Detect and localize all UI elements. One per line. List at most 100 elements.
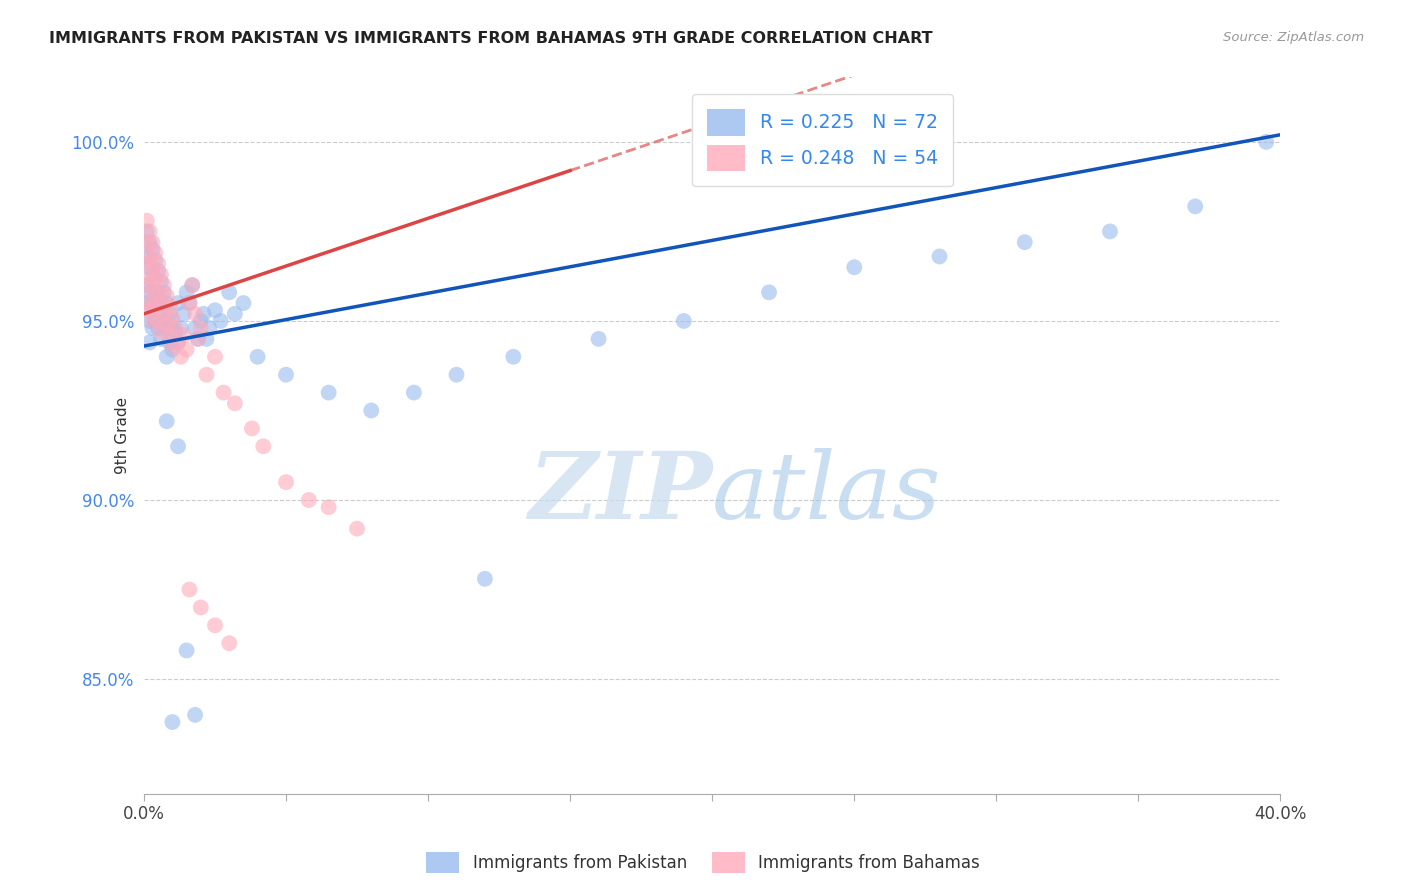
Point: [156, 350, 179, 364]
Point: [135, 213, 157, 227]
Point: [141, 235, 163, 249]
Point: [135, 278, 157, 293]
Point: [318, 385, 340, 400]
Text: ZIP: ZIP: [529, 448, 713, 538]
Point: [176, 285, 198, 300]
Point: [165, 325, 187, 339]
Point: [138, 314, 160, 328]
Point: [218, 285, 240, 300]
Point: [138, 296, 160, 310]
Y-axis label: 9th Grade: 9th Grade: [115, 397, 131, 475]
Point: [198, 321, 221, 335]
Point: [224, 307, 246, 321]
Point: [240, 421, 263, 435]
Point: [474, 572, 496, 586]
Point: [135, 224, 157, 238]
Point: [143, 246, 166, 260]
Point: [252, 439, 274, 453]
Point: [446, 368, 468, 382]
Point: [274, 475, 297, 489]
Point: [402, 385, 425, 400]
Point: [179, 296, 201, 310]
Point: [170, 350, 193, 364]
Point: [156, 321, 179, 335]
Point: [146, 321, 169, 335]
Point: [143, 314, 166, 328]
Point: [159, 335, 181, 350]
Point: [173, 307, 195, 321]
Point: [135, 250, 157, 264]
Point: [141, 321, 163, 335]
Point: [204, 618, 226, 632]
Point: [162, 310, 184, 325]
Point: [146, 264, 169, 278]
Point: [1014, 235, 1036, 249]
Point: [167, 296, 190, 310]
Point: [146, 257, 169, 271]
Point: [193, 307, 215, 321]
Point: [141, 296, 163, 310]
Point: [190, 321, 212, 335]
Point: [167, 335, 190, 350]
Point: [159, 307, 181, 321]
Point: [588, 332, 610, 346]
Point: [167, 335, 190, 350]
Point: [141, 243, 163, 257]
Point: [165, 321, 187, 335]
Point: [143, 285, 166, 300]
Legend: Immigrants from Pakistan, Immigrants from Bahamas: Immigrants from Pakistan, Immigrants fro…: [419, 846, 987, 880]
Point: [159, 328, 181, 343]
Point: [150, 296, 173, 310]
Point: [224, 396, 246, 410]
Point: [150, 268, 173, 282]
Point: [135, 278, 157, 293]
Point: [184, 307, 207, 321]
Point: [176, 643, 198, 657]
Point: [187, 332, 209, 346]
Point: [1184, 199, 1206, 213]
Point: [162, 314, 184, 328]
Point: [758, 285, 780, 300]
Point: [146, 293, 169, 307]
Point: [190, 600, 212, 615]
Point: [173, 328, 195, 343]
Legend: R = 0.225   N = 72, R = 0.248   N = 54: R = 0.225 N = 72, R = 0.248 N = 54: [692, 94, 953, 186]
Point: [179, 296, 201, 310]
Point: [184, 707, 207, 722]
Point: [146, 314, 169, 328]
Point: [141, 268, 163, 282]
Point: [181, 278, 204, 293]
Point: [141, 285, 163, 300]
Point: [928, 250, 950, 264]
Point: [274, 368, 297, 382]
Point: [179, 582, 201, 597]
Point: [195, 368, 218, 382]
Point: [135, 235, 157, 249]
Point: [146, 285, 169, 300]
Point: [138, 335, 160, 350]
Point: [218, 636, 240, 650]
Point: [159, 300, 181, 314]
Point: [138, 250, 160, 264]
Text: IMMIGRANTS FROM PAKISTAN VS IMMIGRANTS FROM BAHAMAS 9TH GRADE CORRELATION CHART: IMMIGRANTS FROM PAKISTAN VS IMMIGRANTS F…: [49, 31, 932, 46]
Point: [1256, 135, 1278, 149]
Text: Source: ZipAtlas.com: Source: ZipAtlas.com: [1223, 31, 1364, 45]
Point: [150, 332, 173, 346]
Point: [176, 343, 198, 357]
Point: [153, 285, 176, 300]
Point: [190, 314, 212, 328]
Point: [232, 296, 254, 310]
Point: [170, 321, 193, 335]
Point: [162, 339, 184, 353]
Point: [1098, 224, 1121, 238]
Point: [153, 307, 176, 321]
Point: [187, 332, 209, 346]
Point: [141, 314, 163, 328]
Point: [138, 271, 160, 285]
Point: [156, 414, 179, 428]
Point: [153, 278, 176, 293]
Text: atlas: atlas: [713, 448, 942, 538]
Point: [143, 300, 166, 314]
Point: [150, 275, 173, 289]
Point: [153, 314, 176, 328]
